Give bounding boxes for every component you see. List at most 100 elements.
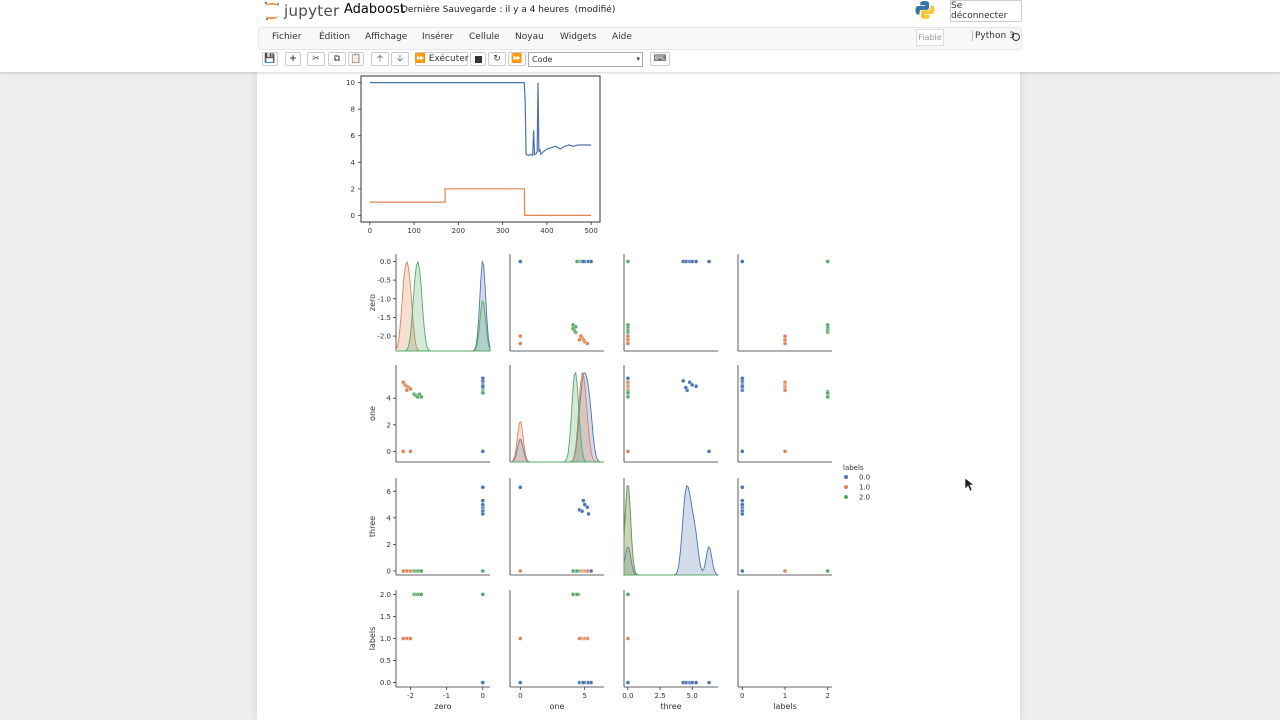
insert-cell-button[interactable]: + (285, 52, 301, 66)
scatter-point-0-0 (518, 680, 523, 685)
menu-cellule[interactable]: Cellule (469, 32, 500, 42)
scatter-point-1-0 (518, 568, 523, 574)
scatter-point-0-0 (690, 382, 695, 388)
jupyter-logo[interactable]: jupyter (263, 0, 339, 22)
scatter-point-2-0 (625, 592, 631, 597)
arrow-down-icon: 🡣 (396, 54, 404, 64)
scatter-point-1-0 (782, 337, 788, 342)
scatter-point-0-0 (740, 376, 745, 381)
kernel-status-icon (1012, 33, 1020, 41)
copy-icon: ⧉ (333, 54, 341, 64)
scatter-point-2-0 (570, 322, 576, 328)
x-tick-label: 0 (368, 227, 372, 235)
scatter-point-1-0 (518, 333, 523, 339)
pair-x-tick-label: 0 (481, 692, 485, 700)
scatter-point-1-0 (518, 636, 523, 641)
menu-fichier[interactable]: Fichier (272, 32, 302, 42)
scatter-point-1-0 (625, 449, 631, 454)
step-forward-icon: ⏩ (414, 54, 426, 64)
mouse-cursor-icon (965, 478, 975, 492)
scatter-point-0-0 (588, 680, 594, 685)
pair-col-label: one (550, 702, 565, 711)
scatter-point-0-0 (480, 449, 486, 454)
fast-forward-icon: ⏩ (511, 54, 523, 64)
save-button[interactable]: 💾 (262, 52, 278, 66)
scatter-point-2-0 (480, 390, 486, 396)
pair-y-tick-label: 0.5 (380, 657, 391, 665)
line-series-1 (369, 188, 592, 216)
pair-y-tick-label: 0 (387, 448, 391, 456)
line-series-0 (369, 82, 592, 157)
notebook-name[interactable]: Adaboost (344, 2, 405, 17)
pair-y-tick-label: 1.0 (380, 635, 391, 643)
x-tick-label: 400 (540, 227, 553, 235)
scatter-point-1-0 (577, 337, 582, 342)
notebook-header: jupyter Adaboost Dernière Sauvegarde : i… (0, 0, 1280, 72)
copy-button[interactable]: ⧉ (328, 52, 346, 66)
scatter-point-1-0 (400, 449, 406, 454)
pair-y-tick-label: 2 (387, 421, 391, 429)
scatter-point-1-0 (408, 386, 413, 392)
restart-button[interactable]: ↻ (488, 52, 506, 66)
run-label: Exécuter (428, 54, 469, 64)
move-up-button[interactable]: 🡡 (371, 52, 389, 66)
menu-aide[interactable]: Aide (612, 32, 632, 42)
scatter-point-0-0 (740, 568, 745, 574)
scatter-point-0-0 (690, 680, 695, 685)
y-tick-label: 8 (351, 106, 355, 114)
pair-x-tick-label: 2.5 (654, 692, 665, 700)
scatter-point-0-0 (581, 259, 586, 264)
density-three-2-0 (623, 485, 718, 576)
scatter-point-0-0 (693, 680, 699, 685)
scatter-point-1-0 (782, 568, 788, 574)
x-tick-label: 200 (452, 227, 465, 235)
scatter-point-0-0 (480, 485, 486, 490)
scatter-point-0-0 (585, 505, 590, 510)
cell-type-select[interactable]: Code ▾ (528, 52, 643, 67)
menu-inserer[interactable]: Insérer (422, 32, 454, 42)
scatter-point-0-0 (706, 680, 712, 685)
pair-row-label: one (368, 406, 377, 421)
pair-y-tick-label: 2.0 (380, 591, 391, 599)
chevron-down-icon: ▾ (636, 55, 640, 63)
scatter-point-2-0 (825, 390, 830, 396)
scatter-point-0-0 (625, 376, 631, 381)
pair-x-tick-label: -1 (443, 692, 450, 700)
scatter-point-1-0 (408, 568, 413, 574)
scatter-point-1-0 (404, 388, 410, 393)
scatter-point-2-0 (625, 259, 631, 264)
menu-affichage[interactable]: Affichage (365, 32, 408, 42)
cut-button[interactable]: ✂ (307, 52, 325, 66)
scatter-point-1-0 (400, 568, 406, 574)
scatter-point-1-0 (782, 449, 788, 454)
scatter-point-2-0 (570, 568, 576, 574)
interrupt-button[interactable] (470, 52, 486, 66)
pair-x-tick-label: 1 (783, 692, 787, 700)
logo-text: jupyter (284, 2, 340, 20)
scatter-point-2-0 (825, 568, 830, 574)
menu-noyau[interactable]: Noyau (515, 32, 544, 42)
trusted-indicator[interactable]: Fiable (916, 29, 944, 46)
scatter-point-2-0 (574, 259, 580, 264)
paste-button[interactable]: 📋 (348, 52, 364, 66)
density-three-1-0 (623, 485, 718, 576)
logout-button[interactable]: Se déconnecter (950, 0, 1022, 22)
restart-run-all-button[interactable]: ⏩ (508, 52, 526, 66)
scatter-point-1-0 (578, 333, 583, 339)
scatter-point-2-0 (419, 592, 424, 597)
menu-edition[interactable]: Édition (319, 32, 351, 42)
scatter-point-2-0 (625, 394, 631, 400)
command-palette-button[interactable]: ⌨ (650, 52, 670, 66)
scatter-point-0-0 (740, 384, 745, 389)
legend-title: labels (843, 464, 864, 472)
keyboard-icon: ⌨ (653, 54, 667, 64)
python-logo-icon (915, 1, 935, 20)
scatter-point-0-0 (625, 680, 631, 685)
output-plots: 0 100 200 300 400 50002468100.0-0.5-1.0-1.5-2… (346, 75, 870, 711)
move-down-button[interactable]: 🡣 (391, 52, 409, 66)
run-button[interactable]: ⏩ Exécuter (415, 52, 468, 66)
menu-widgets[interactable]: Widgets (560, 32, 597, 42)
legend-marker-0-0 (844, 475, 848, 479)
scatter-point-2-0 (625, 390, 631, 396)
refresh-icon: ↻ (493, 54, 501, 64)
